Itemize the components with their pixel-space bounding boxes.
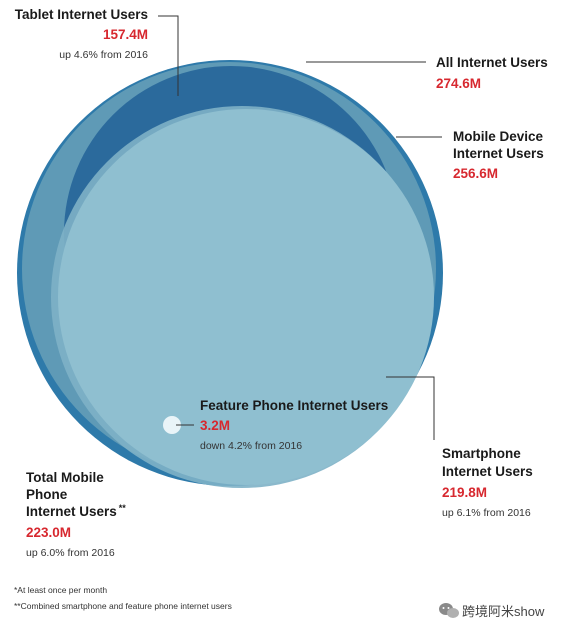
label-all-value: 274.6M xyxy=(436,76,481,91)
leader-tablet xyxy=(158,15,179,96)
label-tablet-change: up 4.6% from 2016 xyxy=(59,49,148,61)
label-smartphone-name-line1: Smartphone xyxy=(442,446,521,461)
footnote-1: *At least once per month xyxy=(14,585,107,595)
label-smartphone-name-line2: Internet Users xyxy=(442,464,533,479)
label-tablet-value: 157.4M xyxy=(103,27,148,42)
label-mobile-name-line2: Internet Users xyxy=(453,146,544,161)
label-total-name-line3: Internet Users ** xyxy=(26,503,126,519)
label-smartphone-value: 219.8M xyxy=(442,485,487,500)
label-tablet-name: Tablet Internet Users xyxy=(15,7,148,22)
leader-lines xyxy=(158,15,442,440)
watermark: 跨境阿米show xyxy=(439,603,545,619)
label-mobile-name-line1: Mobile Device xyxy=(453,129,544,144)
circle-feature-phone-internet-users xyxy=(163,416,181,434)
label-total-name-line3-text: Internet Users xyxy=(26,504,117,519)
wechat-icon xyxy=(439,603,459,618)
label-all-name: All Internet Users xyxy=(436,55,548,70)
label-total-name-line2: Phone xyxy=(26,487,68,502)
label-feature-name: Feature Phone Internet Users xyxy=(200,398,388,413)
label-mobile-value: 256.6M xyxy=(453,166,498,181)
label-total-value: 223.0M xyxy=(26,525,71,540)
leader-smartphone xyxy=(386,376,435,440)
label-feature-change: down 4.2% from 2016 xyxy=(200,440,302,452)
label-feature-value: 3.2M xyxy=(200,418,230,433)
label-total-name-line1: Total Mobile xyxy=(26,470,104,485)
footnote-2: **Combined smartphone and feature phone … xyxy=(14,601,232,611)
label-smartphone-change: up 6.1% from 2016 xyxy=(442,507,531,519)
circle-smartphone-internet-users xyxy=(58,109,434,485)
watermark-text: 跨境阿米show xyxy=(462,604,545,619)
label-total-footnote-marker: ** xyxy=(119,503,127,513)
label-total-change: up 6.0% from 2016 xyxy=(26,547,115,559)
